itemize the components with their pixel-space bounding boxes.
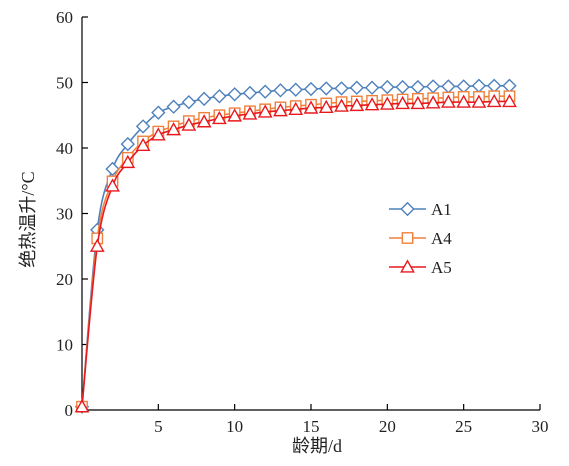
y-tick-label: 10	[56, 336, 73, 355]
data-point-triangle	[471, 94, 487, 108]
plot-area	[74, 78, 517, 414]
data-point-triangle	[257, 104, 273, 118]
x-tick-label: 10	[226, 417, 243, 436]
x-tick-label: 25	[455, 417, 472, 436]
data-point-diamond	[135, 119, 151, 134]
data-point-triangle	[74, 399, 90, 413]
x-tick-label: 15	[303, 417, 320, 436]
data-point-diamond	[487, 78, 502, 93]
x-tick-label: 30	[532, 417, 549, 436]
data-point-diamond	[303, 81, 319, 97]
y-tick-label: 0	[65, 401, 74, 420]
data-point-diamond	[319, 81, 334, 96]
y-axis-title: 绝热温升/°C	[18, 171, 38, 267]
data-point-triangle	[273, 103, 288, 117]
x-tick-label: 20	[379, 417, 396, 436]
data-point-diamond	[334, 81, 349, 96]
data-point-diamond	[196, 91, 212, 107]
data-point-triangle	[227, 108, 243, 122]
x-tick-label: 5	[154, 417, 163, 436]
data-point-diamond	[242, 85, 258, 101]
data-point-triangle	[410, 95, 426, 110]
data-point-diamond	[502, 78, 517, 93]
data-point-triangle	[395, 95, 410, 110]
legend-label: A5	[431, 258, 452, 277]
axes: 0 10 20 30 40 50 60 5 10 15 20 25 30	[56, 8, 549, 436]
data-point-diamond	[166, 99, 181, 114]
x-axis-title: 龄期/d	[292, 436, 342, 456]
data-point-triangle	[196, 114, 212, 128]
data-point-triangle	[303, 100, 319, 114]
data-point-triangle	[288, 101, 304, 116]
data-point-diamond	[212, 89, 227, 104]
data-point-triangle	[135, 137, 151, 152]
data-point-diamond	[227, 87, 242, 102]
data-point-diamond	[380, 79, 395, 95]
data-point-diamond	[400, 201, 415, 217]
data-point-triangle	[212, 110, 227, 125]
data-point-triangle	[89, 238, 105, 252]
data-point-triangle	[379, 96, 395, 110]
data-point-diamond	[181, 94, 197, 110]
data-point-triangle	[486, 93, 502, 108]
y-tick-label: 40	[56, 139, 73, 158]
data-point-diamond	[273, 83, 288, 98]
legend-label: A1	[431, 200, 452, 219]
data-point-triangle	[105, 178, 120, 192]
data-point-diamond	[349, 80, 364, 95]
data-point-triangle	[456, 94, 472, 108]
data-point-diamond	[105, 161, 120, 177]
series-a5	[74, 93, 517, 413]
data-point-diamond	[471, 78, 487, 93]
legend-label: A4	[431, 229, 452, 248]
y-tick-label: 30	[56, 205, 73, 224]
data-point-triangle	[150, 127, 166, 141]
data-point-triangle	[400, 259, 415, 273]
data-point-triangle	[349, 97, 365, 112]
legend-item-a5: A5	[389, 258, 452, 277]
data-point-diamond	[395, 79, 410, 95]
data-point-diamond	[288, 82, 303, 97]
y-tick-label: 50	[56, 74, 73, 93]
data-point-triangle	[166, 122, 181, 136]
data-point-triangle	[441, 94, 456, 108]
data-point-diamond	[258, 84, 273, 99]
y-tick-label: 60	[56, 8, 73, 27]
legend: A1 A4 A5	[389, 200, 452, 277]
data-point-diamond	[456, 79, 471, 94]
legend-item-a4: A4	[389, 229, 452, 248]
data-point-diamond	[441, 79, 456, 94]
data-point-diamond	[364, 80, 380, 95]
data-point-triangle	[425, 95, 441, 109]
data-point-triangle	[120, 154, 136, 169]
data-point-diamond	[120, 136, 135, 152]
data-point-diamond	[410, 79, 426, 95]
data-point-triangle	[242, 106, 258, 120]
data-point-triangle	[334, 98, 349, 112]
legend-item-a1: A1	[389, 200, 452, 219]
data-point-triangle	[318, 99, 334, 114]
data-point-triangle	[364, 97, 380, 111]
data-point-triangle	[181, 117, 197, 131]
data-point-diamond	[425, 79, 441, 94]
data-point-triangle	[502, 93, 517, 108]
y-tick-label: 20	[56, 270, 73, 289]
data-point-diamond	[151, 105, 166, 120]
data-point-square	[401, 232, 414, 244]
